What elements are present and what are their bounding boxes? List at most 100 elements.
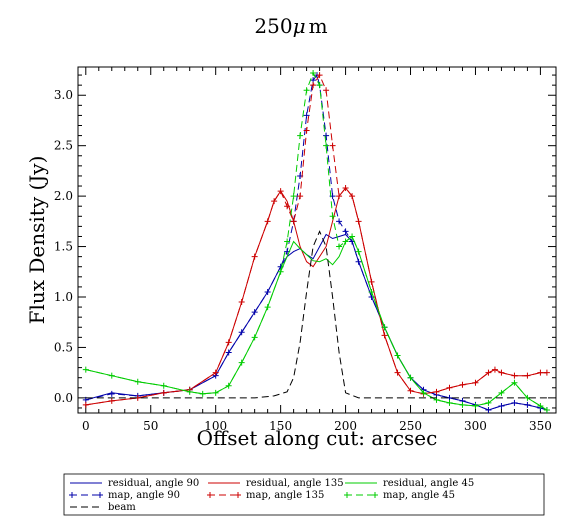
data-point-marker [485, 369, 492, 376]
data-point-marker [368, 288, 375, 295]
data-point-marker [225, 382, 232, 389]
data-point-marker [238, 299, 245, 306]
x-tick-label: 300 [464, 419, 487, 433]
data-point-marker [459, 381, 466, 388]
data-point-marker [543, 369, 550, 376]
data-point-marker [342, 238, 349, 245]
data-point-marker [446, 384, 453, 391]
plot-frame [77, 66, 557, 414]
data-point-marker [329, 142, 336, 149]
data-point-marker [355, 218, 362, 225]
data-point-marker [323, 132, 330, 139]
chart-title-number: 250 [254, 14, 292, 38]
data-point-marker [336, 193, 343, 200]
data-point-marker [524, 372, 531, 379]
series-line-5 [85, 71, 548, 411]
legend-marker [235, 492, 241, 498]
series-line-3 [85, 74, 547, 406]
data-point-marker [336, 218, 343, 225]
data-point-marker [303, 87, 310, 94]
legend-label: map, angle 135 [246, 490, 324, 501]
data-point-marker [310, 82, 317, 89]
data-point-marker [498, 369, 505, 376]
y-axis-label: Flux Density (Jy) [25, 156, 49, 325]
data-point-marker [212, 369, 219, 376]
legend-marker [372, 492, 378, 498]
data-point-marker [316, 82, 323, 89]
data-point-marker [498, 402, 505, 409]
x-tick-label: 200 [334, 419, 357, 433]
x-tick-label: 0 [82, 419, 90, 433]
data-point-marker [251, 334, 258, 341]
y-tick-label: 3.0 [54, 88, 73, 102]
data-point-marker [355, 248, 362, 255]
data-point-marker [284, 238, 291, 245]
data-point-marker [225, 349, 232, 356]
series-layer [82, 70, 550, 413]
data-point-marker [433, 388, 440, 395]
chart-title-unit: m [309, 14, 328, 38]
data-point-marker [349, 233, 356, 240]
data-point-marker [297, 193, 304, 200]
y-tick-label: 2.5 [54, 139, 73, 153]
chart-title: 250μ m [254, 14, 327, 38]
data-point-marker [446, 399, 453, 406]
data-point-marker [264, 288, 271, 295]
data-point-marker [394, 369, 401, 376]
x-tick-label: 50 [143, 419, 158, 433]
data-point-marker [251, 309, 258, 316]
data-point-marker [329, 213, 336, 220]
data-point-marker [336, 243, 343, 250]
data-point-marker [381, 332, 388, 339]
legend-marker [207, 492, 213, 498]
chart-title-mu: μ [293, 14, 306, 38]
x-axis-label: Offset along cut: arcsec [197, 426, 438, 450]
data-point-marker [524, 401, 531, 408]
data-point-marker [303, 127, 310, 134]
data-point-marker [511, 379, 518, 386]
data-point-marker [485, 399, 492, 406]
series-line-2 [85, 187, 547, 406]
data-point-marker [238, 329, 245, 336]
x-tick-label: 350 [529, 419, 552, 433]
x-tick-label: 100 [204, 419, 227, 433]
data-point-marker [537, 402, 544, 409]
y-tick-label: 1.5 [54, 240, 73, 254]
data-point-marker [342, 185, 349, 192]
legend-label: map, angle 45 [383, 490, 455, 501]
data-point-marker [264, 218, 271, 225]
legend: residual, angle 90 residual, angle 135 res… [69, 478, 474, 513]
y-tick-label: 0.5 [54, 340, 73, 354]
legend-label: residual, angle 135 [246, 478, 344, 489]
y-tick-label: 1.0 [54, 290, 73, 304]
data-point-marker [420, 389, 427, 396]
data-point-marker [199, 390, 206, 397]
data-point-marker [264, 304, 271, 311]
data-point-marker [251, 253, 258, 260]
data-point-marker [472, 402, 479, 409]
data-point-marker [160, 389, 167, 396]
data-point-marker [108, 390, 115, 397]
y-tick-label: 0.0 [54, 391, 73, 405]
data-point-marker [225, 339, 232, 346]
data-point-marker [407, 374, 414, 381]
data-point-marker [277, 188, 284, 195]
axis-ticks: 0 50 100 150 200 250 300 350 0.0 0.5 1.0 1.5 2.0 2.5 3… [54, 67, 556, 433]
data-point-marker [290, 193, 297, 200]
data-point-marker [108, 397, 115, 404]
data-point-marker [284, 203, 291, 210]
legend-label: map, angle 90 [108, 490, 180, 501]
data-point-marker [485, 406, 492, 413]
data-point-marker [316, 72, 323, 79]
data-point-marker [297, 132, 304, 139]
data-point-marker [290, 218, 297, 225]
y-tick-label: 2.0 [54, 189, 73, 203]
data-point-marker [303, 112, 310, 119]
x-tick-label: 150 [269, 419, 292, 433]
data-point-marker [82, 366, 89, 373]
x-tick-label: 250 [399, 419, 422, 433]
legend-marker [97, 492, 103, 498]
data-point-marker [491, 366, 498, 373]
series-line-6 [85, 230, 547, 399]
